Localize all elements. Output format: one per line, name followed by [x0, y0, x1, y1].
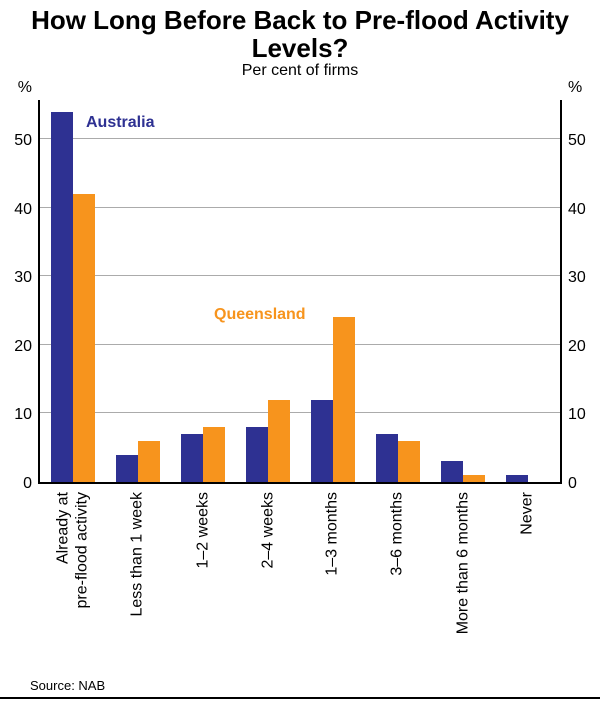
queensland-bar: [462, 475, 485, 482]
australia-bar: [440, 461, 463, 482]
y-tick-label-left: 30: [14, 269, 32, 287]
queensland-bar: [397, 440, 420, 482]
gridline: [40, 275, 560, 277]
y-tick-label-left: 20: [14, 337, 32, 355]
y-tick-label-left: 10: [14, 406, 32, 424]
australia-bar: [310, 399, 333, 482]
gridline: [40, 138, 560, 140]
queensland-bar: [267, 399, 290, 482]
x-category-label-text: 2–4 weeks: [259, 492, 276, 569]
gridline: [40, 412, 560, 414]
x-category-label-text: More than 6 months: [454, 492, 471, 635]
footer-rule: [0, 697, 600, 699]
y-tick-label-right: 10: [568, 406, 586, 424]
y-tick-label-left: 40: [14, 200, 32, 218]
queensland-bar: [332, 317, 355, 482]
queensland-bar: [137, 440, 160, 482]
australia-bar: [375, 434, 398, 482]
queensland-bar: [72, 194, 95, 482]
australia-bar: [245, 427, 268, 482]
gridline: [40, 343, 560, 345]
source-note: Source: NAB: [30, 678, 106, 693]
y-tick-label-left: 0: [23, 475, 32, 492]
chart-title: How Long Before Back to Pre-flood Activi…: [31, 5, 569, 63]
x-category-label-text: Less than 1 week: [129, 492, 146, 617]
y-tick-label-right: 0: [568, 475, 577, 492]
x-category-label-text: Already at pre-flood activity: [54, 492, 91, 609]
y-tick-label-left: 50: [14, 132, 32, 150]
y-axis-unit-right: %: [568, 79, 583, 96]
chart-subtitle: Per cent of firms: [241, 62, 359, 79]
series-label-australia: Australia: [86, 114, 155, 131]
australia-bar: [115, 454, 138, 482]
y-tick-label-right: 30: [568, 269, 586, 287]
x-category-label-text: Never: [519, 492, 536, 535]
australia-bar: [50, 111, 73, 482]
plot-area: Australia Queensland: [38, 100, 562, 484]
y-tick-label-right: 50: [568, 132, 586, 150]
series-label-queensland: Queensland: [214, 306, 306, 323]
queensland-bar: [202, 427, 225, 482]
y-axis-unit-left: %: [17, 79, 32, 96]
x-category-label-text: 1–2 weeks: [194, 492, 211, 569]
gridline: [40, 206, 560, 208]
x-category-label-text: 1–3 months: [324, 492, 341, 576]
y-tick-label-right: 40: [568, 200, 586, 218]
y-tick-label-right: 20: [568, 337, 586, 355]
x-category-label-text: 3–6 months: [389, 492, 406, 576]
australia-bar: [180, 434, 203, 482]
australia-bar: [505, 475, 528, 482]
